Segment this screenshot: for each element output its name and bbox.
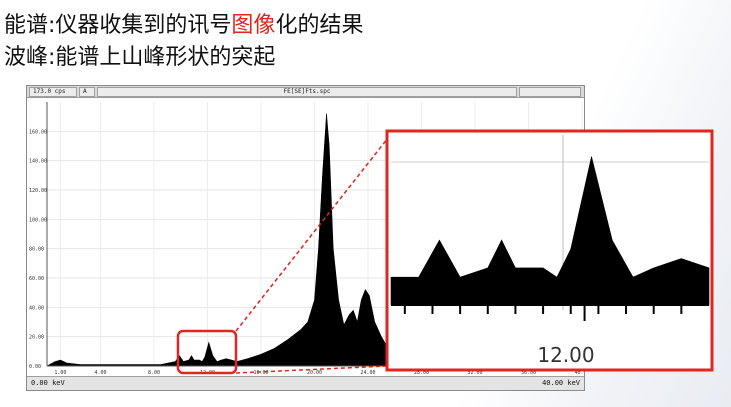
viewer-statusbar: 0.00 keV 40.00 keV bbox=[27, 376, 584, 390]
y-tick-label: 80.00 bbox=[29, 247, 44, 253]
x-tick-label: 8.00 bbox=[148, 370, 160, 376]
y-axis-ticks: 0.00 20.00 40.00 60.00 80.00 100.00 120.00 140.… bbox=[29, 129, 47, 370]
range-start-label: 0.00 keV bbox=[31, 379, 65, 387]
y-tick-label: 100.00 bbox=[29, 217, 47, 223]
heading-text-b: 化的结果 bbox=[275, 13, 364, 38]
x-tick-label: 40.00 bbox=[574, 370, 584, 376]
x-axis-ticks: 1.00 4.00 8.00 12.00 16.00 20.00 24.00 28.00 32.… bbox=[54, 370, 584, 376]
x-tick-label: 16.00 bbox=[253, 370, 268, 376]
zoom-connector-bottom bbox=[235, 365, 389, 374]
x-tick-label: 36.00 bbox=[521, 370, 536, 376]
y-tick-label: 140.00 bbox=[29, 159, 47, 165]
viewer-toolbar: 173.0 cps A FE[SE]Fts.spc bbox=[27, 86, 584, 98]
y-tick-label: 160.00 bbox=[29, 129, 47, 135]
mode-indicator[interactable]: A bbox=[79, 87, 95, 97]
y-tick-label: 60.00 bbox=[29, 276, 44, 282]
x-tick-label: 24.00 bbox=[360, 370, 375, 376]
x-tick-label: 20.00 bbox=[307, 370, 322, 376]
spectrum-filename: FE[SE]Fts.spc bbox=[97, 87, 517, 97]
y-tick-label: 40.00 bbox=[29, 305, 44, 311]
y-tick-label: 0.00 bbox=[29, 364, 41, 370]
count-readout: 173.0 cps bbox=[29, 87, 77, 97]
zoom-source-box bbox=[176, 329, 238, 375]
x-tick-label: 32.00 bbox=[467, 370, 482, 376]
toolbar-blank-cell bbox=[519, 87, 581, 97]
y-tick-label: 20.00 bbox=[29, 335, 44, 341]
heading-highlight: 图像 bbox=[231, 13, 276, 38]
x-tick-label: 28.00 bbox=[414, 370, 429, 376]
zoom-center-label: 12.00 bbox=[537, 343, 594, 367]
zoom-axis-ticks bbox=[391, 304, 709, 321]
slide-heading-peak: 波峰:能谱上山峰形状的突起 bbox=[4, 45, 276, 70]
x-tick-label: 4.00 bbox=[94, 370, 106, 376]
slide-heading-spectrum: 能谱:仪器收集到的讯号图像化的结果 bbox=[4, 7, 363, 39]
zoom-spectrum-series bbox=[390, 156, 710, 306]
heading-text-a: 能谱:仪器收集到的讯号 bbox=[4, 13, 232, 38]
range-end-label: 40.00 keV bbox=[542, 379, 580, 387]
zoom-connector-top bbox=[235, 137, 389, 332]
y-tick-label: 120.00 bbox=[29, 188, 47, 194]
x-tick-label: 1.00 bbox=[54, 370, 66, 376]
